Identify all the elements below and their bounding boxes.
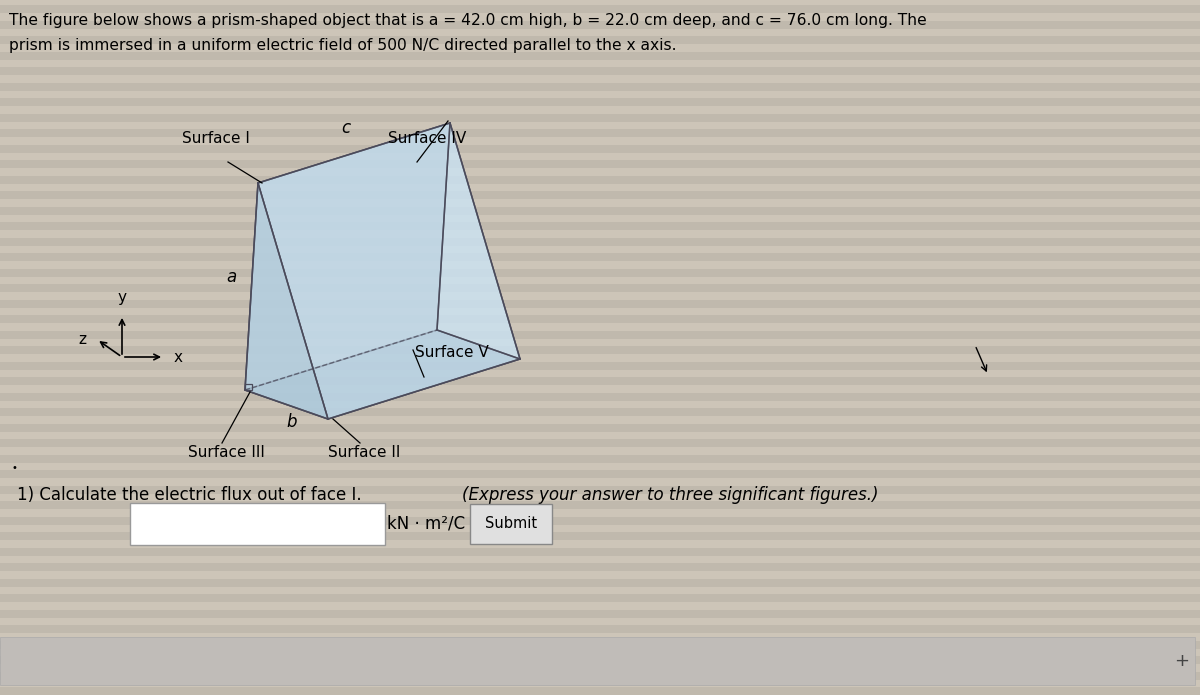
Bar <box>0 98 1200 106</box>
Bar <box>0 129 1200 137</box>
Bar <box>0 516 1200 525</box>
Bar <box>0 656 1200 664</box>
Text: The figure below shows a prism-shaped object that is a = 42.0 cm high, b = 22.0 : The figure below shows a prism-shaped ob… <box>10 13 926 28</box>
Text: prism is immersed in a uniform electric field of 500 N/C directed parallel to th: prism is immersed in a uniform electric … <box>10 38 677 53</box>
Bar <box>0 67 1200 75</box>
Bar <box>0 594 1200 602</box>
Text: 1) Calculate the electric flux out of face I.: 1) Calculate the electric flux out of fa… <box>17 486 367 504</box>
Bar <box>0 579 1200 587</box>
Polygon shape <box>258 123 520 419</box>
Text: kN · m²/C: kN · m²/C <box>386 515 466 533</box>
Text: +: + <box>1175 652 1189 670</box>
Bar <box>0 548 1200 555</box>
Polygon shape <box>245 123 450 390</box>
Bar <box>0 114 1200 122</box>
FancyBboxPatch shape <box>0 637 1195 685</box>
Bar <box>0 563 1200 571</box>
Bar <box>0 455 1200 462</box>
Text: x: x <box>174 350 182 364</box>
Bar <box>0 393 1200 400</box>
Text: z: z <box>79 332 86 347</box>
Bar <box>0 424 1200 432</box>
Text: Surface IV: Surface IV <box>388 131 467 146</box>
Text: Surface V: Surface V <box>415 345 488 360</box>
Bar <box>0 176 1200 183</box>
Text: Submit: Submit <box>485 516 538 532</box>
Text: (Express your answer to three significant figures.): (Express your answer to three significan… <box>462 486 878 504</box>
Bar <box>0 486 1200 493</box>
Bar <box>0 687 1200 695</box>
Bar <box>0 346 1200 354</box>
Bar <box>0 83 1200 90</box>
Bar <box>0 610 1200 617</box>
Bar <box>0 471 1200 478</box>
Polygon shape <box>437 123 520 359</box>
FancyBboxPatch shape <box>130 503 385 545</box>
Text: a: a <box>227 268 236 286</box>
Bar <box>0 206 1200 215</box>
Bar <box>0 161 1200 168</box>
Bar <box>0 145 1200 152</box>
Bar <box>0 36 1200 44</box>
Bar <box>0 439 1200 447</box>
Text: Surface I: Surface I <box>182 131 250 146</box>
Bar <box>0 253 1200 261</box>
Bar <box>0 316 1200 323</box>
Polygon shape <box>245 330 520 419</box>
Bar <box>0 501 1200 509</box>
Bar <box>0 626 1200 633</box>
FancyBboxPatch shape <box>470 504 552 544</box>
Text: y: y <box>118 290 126 305</box>
Bar <box>0 361 1200 370</box>
Bar <box>0 191 1200 199</box>
Polygon shape <box>245 183 328 419</box>
Bar <box>0 269 1200 277</box>
Bar <box>0 284 1200 292</box>
Text: •: • <box>11 463 17 473</box>
Bar <box>0 408 1200 416</box>
Text: b: b <box>287 413 296 430</box>
Bar <box>0 671 1200 680</box>
Bar <box>0 21 1200 28</box>
Bar <box>0 331 1200 338</box>
Text: Surface II: Surface II <box>328 445 401 460</box>
Text: Surface III: Surface III <box>188 445 265 460</box>
Bar <box>0 300 1200 307</box>
Bar <box>0 51 1200 60</box>
Text: c: c <box>342 119 350 137</box>
Bar <box>0 377 1200 385</box>
Bar <box>0 222 1200 230</box>
Bar <box>0 5 1200 13</box>
Bar <box>0 641 1200 648</box>
Bar <box>0 238 1200 245</box>
Bar <box>0 532 1200 540</box>
